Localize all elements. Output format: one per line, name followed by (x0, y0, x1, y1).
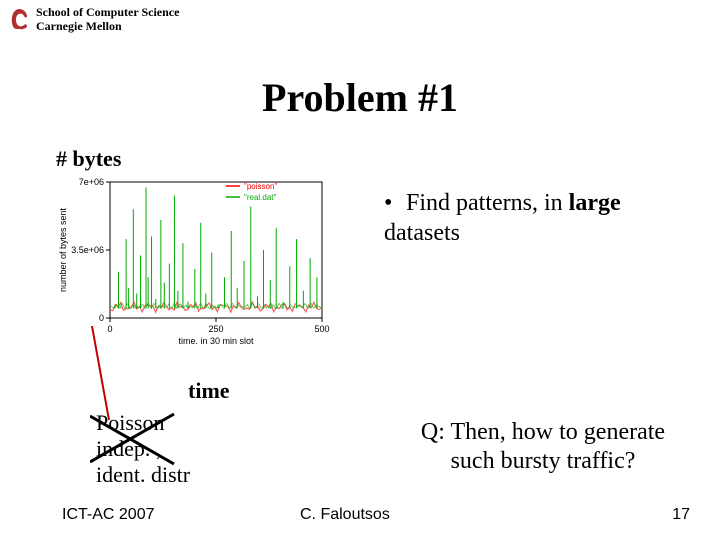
footer-center: C. Faloutsos (300, 506, 390, 524)
svg-text:0: 0 (107, 324, 112, 334)
bullet-item: • Find patterns, in large datasets (384, 188, 684, 248)
svg-text:0: 0 (99, 313, 104, 323)
bullet-marker: • (384, 188, 400, 218)
traffic-chart: 0 250 500 time, in 30 min slot 0 3.5e+06 7e+06… (58, 174, 330, 344)
svg-text:time, in 30 min slot: time, in 30 min slot (178, 336, 254, 344)
slide-header: School of Computer Science Carnegie Mell… (10, 6, 179, 34)
footer-left: ICT-AC 2007 (62, 506, 154, 524)
department-block: School of Computer Science Carnegie Mell… (36, 6, 179, 34)
footer-right: 17 (672, 506, 690, 524)
svg-text:7e+06: 7e+06 (79, 177, 104, 187)
x-axis-label: time (188, 378, 230, 404)
svg-text:500: 500 (314, 324, 329, 334)
question-line2: such bursty traffic? (398, 447, 688, 476)
bullet-text-before: Find patterns, in (406, 190, 569, 216)
slide-root: School of Computer Science Carnegie Mell… (0, 0, 720, 540)
svg-text:number of bytes sent: number of bytes sent (58, 207, 68, 292)
dept-line1: School of Computer Science (36, 6, 179, 20)
cmu-logo-icon (10, 6, 30, 30)
poisson-line1: Poisson (96, 410, 190, 436)
svg-text:"poisson": "poisson" (244, 182, 277, 191)
poisson-line3: ident. distr (96, 462, 190, 488)
y-axis-label: # bytes (56, 146, 121, 172)
svg-text:"real.dat": "real.dat" (244, 193, 277, 202)
dept-line2: Carnegie Mellon (36, 20, 179, 34)
question-block: Q: Then, how to generate such bursty tra… (398, 418, 688, 477)
poisson-line2: indep. , (96, 436, 190, 462)
svg-text:3.5e+06: 3.5e+06 (71, 245, 104, 255)
bullet-text-after: datasets (384, 220, 460, 246)
slide-title: Problem #1 (0, 74, 720, 121)
question-line1: Q: Then, how to generate (398, 418, 688, 447)
bullet-text-strong: large (569, 190, 621, 216)
svg-text:250: 250 (208, 324, 223, 334)
poisson-block: Poisson indep. , ident. distr (96, 410, 190, 488)
